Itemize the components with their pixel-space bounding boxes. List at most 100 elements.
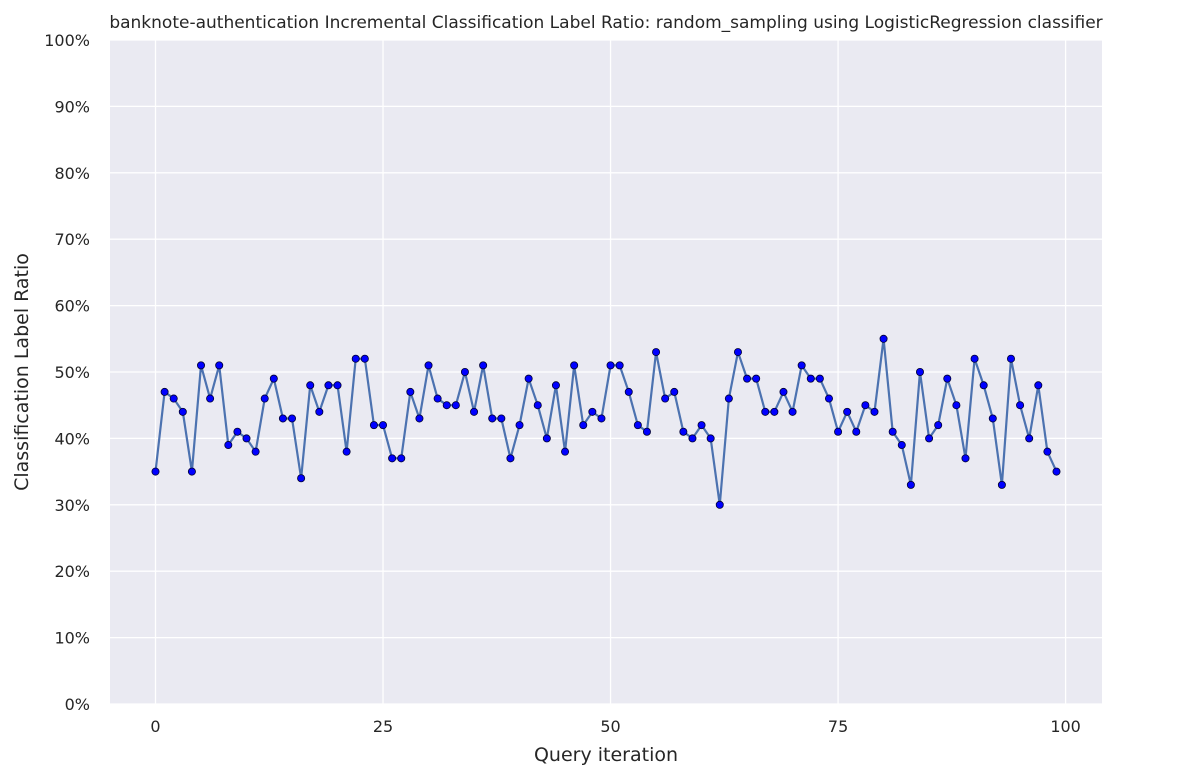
y-tick-label: 90% bbox=[54, 97, 90, 116]
data-point bbox=[861, 401, 870, 410]
data-point bbox=[843, 407, 852, 416]
data-point bbox=[752, 374, 761, 383]
data-point bbox=[306, 381, 315, 390]
data-point bbox=[761, 407, 770, 416]
data-point bbox=[1052, 467, 1061, 476]
data-point bbox=[706, 434, 715, 443]
data-point bbox=[997, 480, 1006, 489]
data-point bbox=[178, 407, 187, 416]
data-point bbox=[870, 407, 879, 416]
y-axis-label: Classification Label Ratio bbox=[11, 253, 33, 491]
x-tick-label: 50 bbox=[600, 717, 620, 736]
data-point bbox=[187, 467, 196, 476]
data-point bbox=[888, 427, 897, 436]
data-point bbox=[333, 381, 342, 390]
data-point bbox=[743, 374, 752, 383]
y-tick-label: 60% bbox=[54, 297, 90, 316]
data-point bbox=[970, 354, 979, 363]
grid-layer bbox=[110, 39, 1102, 705]
data-point bbox=[406, 387, 415, 396]
y-tick-label: 10% bbox=[54, 629, 90, 648]
data-point bbox=[251, 447, 260, 456]
data-point bbox=[451, 401, 460, 410]
data-point bbox=[961, 454, 970, 463]
data-point bbox=[788, 407, 797, 416]
data-point bbox=[269, 374, 278, 383]
data-point bbox=[570, 361, 579, 370]
data-point bbox=[615, 361, 624, 370]
data-point bbox=[952, 401, 961, 410]
data-point bbox=[715, 500, 724, 509]
data-point bbox=[579, 421, 588, 430]
data-point bbox=[260, 394, 269, 403]
data-point bbox=[642, 427, 651, 436]
data-point bbox=[624, 387, 633, 396]
data-point bbox=[506, 454, 515, 463]
series-line bbox=[154, 337, 1058, 506]
data-point bbox=[460, 367, 469, 376]
y-tick-label: 80% bbox=[54, 164, 90, 183]
data-point bbox=[906, 480, 915, 489]
tick-layer: 0% 10% 20% 30% 40% 50% 60% 70% 80% 90% 100% 0 25 50 75… bbox=[44, 31, 1081, 736]
data-point bbox=[442, 401, 451, 410]
data-point bbox=[652, 348, 661, 357]
data-point bbox=[770, 407, 779, 416]
data-point bbox=[824, 394, 833, 403]
x-tick-label: 25 bbox=[373, 717, 393, 736]
x-axis-label: Query iteration bbox=[534, 744, 678, 766]
y-tick-label: 70% bbox=[54, 230, 90, 249]
data-point bbox=[1025, 434, 1034, 443]
data-point bbox=[379, 421, 388, 430]
data-point bbox=[388, 454, 397, 463]
y-tick-label: 100% bbox=[44, 31, 90, 50]
data-point bbox=[415, 414, 424, 423]
data-point bbox=[160, 387, 169, 396]
data-point bbox=[369, 421, 378, 430]
data-point bbox=[397, 454, 406, 463]
y-tick-label: 20% bbox=[54, 562, 90, 581]
x-tick-label: 75 bbox=[828, 717, 848, 736]
data-point bbox=[278, 414, 287, 423]
data-point bbox=[433, 394, 442, 403]
data-point bbox=[1043, 447, 1052, 456]
data-point bbox=[1016, 401, 1025, 410]
data-point bbox=[197, 361, 206, 370]
data-point bbox=[515, 421, 524, 430]
data-point bbox=[479, 361, 488, 370]
data-point bbox=[533, 401, 542, 410]
data-point bbox=[943, 374, 952, 383]
data-point bbox=[215, 361, 224, 370]
data-point bbox=[588, 407, 597, 416]
data-point bbox=[679, 427, 688, 436]
data-point bbox=[524, 374, 533, 383]
data-point bbox=[488, 414, 497, 423]
data-point bbox=[497, 414, 506, 423]
data-point bbox=[633, 421, 642, 430]
data-point bbox=[169, 394, 178, 403]
data-point bbox=[297, 474, 306, 483]
y-tick-label: 40% bbox=[54, 429, 90, 448]
data-point bbox=[542, 434, 551, 443]
data-point bbox=[797, 361, 806, 370]
data-point bbox=[806, 374, 815, 383]
data-point bbox=[1006, 354, 1015, 363]
data-point bbox=[551, 381, 560, 390]
data-point bbox=[879, 334, 888, 343]
data-layer bbox=[151, 334, 1061, 509]
data-point bbox=[733, 348, 742, 357]
data-point bbox=[979, 381, 988, 390]
data-point bbox=[424, 361, 433, 370]
data-point bbox=[597, 414, 606, 423]
x-tick-label: 100 bbox=[1050, 717, 1081, 736]
data-point bbox=[342, 447, 351, 456]
data-point bbox=[351, 354, 360, 363]
data-point bbox=[670, 387, 679, 396]
data-point bbox=[724, 394, 733, 403]
data-point bbox=[206, 394, 215, 403]
data-point bbox=[697, 421, 706, 430]
y-tick-label: 0% bbox=[65, 695, 90, 714]
x-tick-label: 0 bbox=[150, 717, 160, 736]
data-point bbox=[834, 427, 843, 436]
data-point bbox=[151, 467, 160, 476]
